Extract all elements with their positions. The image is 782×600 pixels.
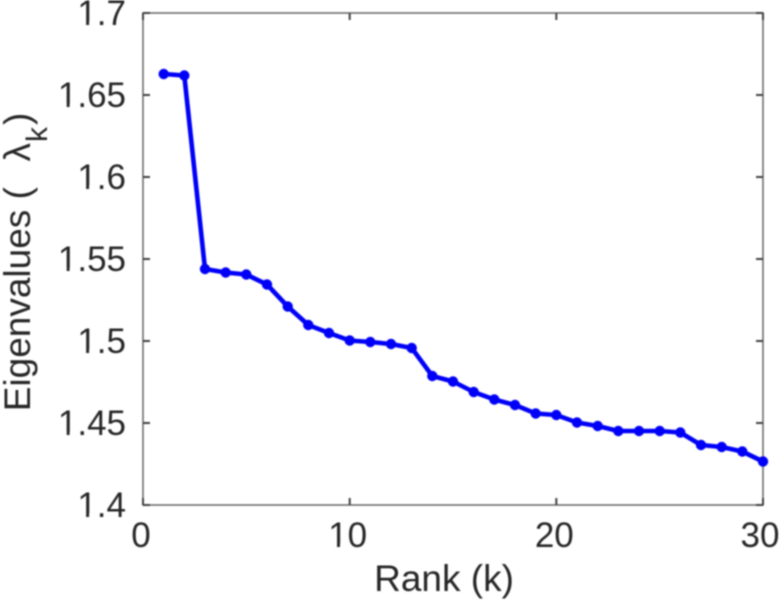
svg-text:1.4: 1.4	[77, 486, 126, 525]
svg-text:1.55: 1.55	[58, 240, 126, 279]
svg-text:1.65: 1.65	[58, 76, 126, 115]
svg-text:0: 0	[131, 516, 150, 555]
svg-text:1.45: 1.45	[58, 404, 126, 443]
svg-text:1.7: 1.7	[77, 0, 126, 33]
svg-text:Eigenvalues ( λk): Eigenvalues ( λk)	[0, 113, 54, 412]
svg-text:20: 20	[535, 516, 574, 555]
svg-text:10: 10	[328, 516, 367, 555]
svg-text:Rank (k): Rank (k)	[374, 558, 514, 599]
svg-text:1.6: 1.6	[77, 158, 126, 197]
svg-text:30: 30	[741, 516, 780, 555]
svg-text:1.5: 1.5	[77, 322, 126, 361]
